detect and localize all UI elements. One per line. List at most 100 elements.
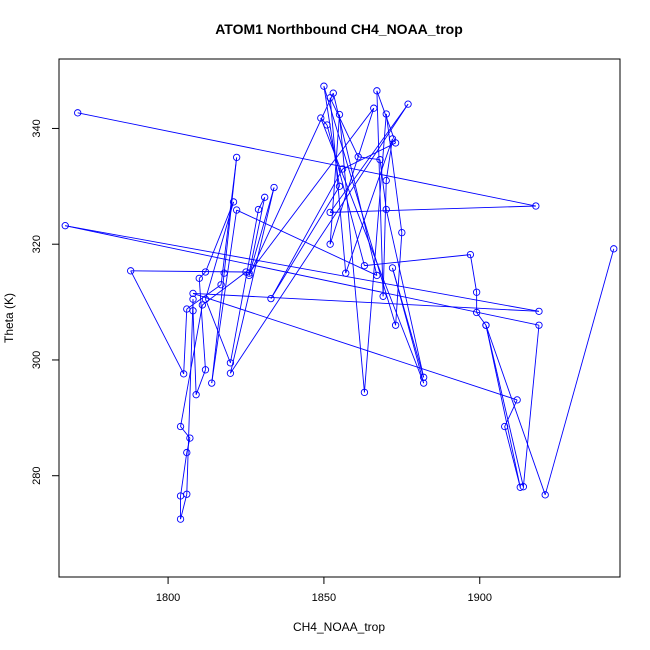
data-point: [180, 370, 188, 378]
series-segment: [469, 254, 478, 293]
data-point: [242, 268, 250, 276]
data-point: [186, 434, 194, 442]
data-point: [610, 245, 618, 253]
data-point: [472, 308, 481, 317]
data-point: [326, 208, 334, 217]
series-segment: [385, 113, 403, 233]
series-segment: [65, 225, 540, 312]
data-point: [541, 491, 549, 499]
plot-frame: [58, 58, 621, 578]
data-point: [335, 182, 344, 190]
data-point: [379, 292, 387, 300]
series-segment: [320, 117, 328, 126]
series-segment: [205, 201, 234, 273]
series-segment: [180, 452, 188, 497]
data-point: [317, 114, 325, 122]
data-point: [342, 269, 350, 277]
series-segment: [183, 309, 188, 374]
data-point: [267, 294, 275, 303]
data-point: [535, 307, 543, 315]
data-point: [472, 288, 481, 296]
data-point: [192, 391, 200, 399]
x-tick-label: 1900: [468, 592, 492, 604]
series-segment: [130, 270, 247, 273]
data-point: [516, 483, 524, 491]
data-point: [482, 321, 490, 329]
series-segment: [329, 97, 347, 274]
data-point: [338, 165, 347, 173]
series-segment: [485, 325, 546, 495]
data-point: [61, 222, 69, 230]
series-segment: [330, 205, 536, 213]
series-segment: [248, 107, 375, 274]
chart-title: ATOM1 Northbound CH4_NOAA_trop: [215, 21, 463, 37]
x-axis: 1800 1850 1900: [156, 577, 492, 604]
series-segment: [544, 248, 615, 495]
data-point: [270, 183, 278, 192]
series-segment: [329, 114, 340, 245]
data-point: [232, 206, 241, 214]
series-segment: [180, 304, 203, 427]
data-point: [354, 153, 362, 161]
data-point: [419, 373, 428, 381]
series-segment: [186, 299, 194, 495]
data-point: [176, 422, 185, 431]
series-segment: [65, 225, 540, 326]
data-point: [360, 388, 369, 397]
series-segment: [382, 180, 387, 297]
series-segment: [192, 292, 539, 312]
series-segment: [220, 157, 238, 285]
data-point: [189, 307, 197, 315]
data-point: [195, 274, 203, 283]
data-point: [220, 269, 228, 277]
series-segment: [248, 92, 334, 276]
data-point: [198, 301, 207, 309]
series-segment: [376, 90, 384, 297]
series-segment: [320, 117, 425, 384]
y-tick-label: 340: [31, 119, 43, 137]
series-segment: [192, 292, 518, 401]
data-point: [501, 422, 509, 431]
series-segment: [192, 310, 197, 395]
data-point: [201, 295, 210, 303]
series-segment: [77, 112, 536, 207]
data-point: [208, 379, 216, 387]
series-segment: [326, 124, 365, 266]
data-point: [189, 295, 197, 303]
data-point: [360, 261, 369, 270]
series-segment: [248, 187, 275, 276]
data-point: [382, 205, 390, 214]
series-segment: [339, 114, 365, 393]
series-segment: [395, 232, 403, 326]
series-segment: [198, 278, 206, 370]
series-segment: [211, 273, 225, 384]
series-segment: [364, 254, 471, 267]
series-segment: [211, 209, 238, 384]
series-segment: [258, 197, 266, 210]
data-point: [532, 202, 540, 210]
series-segment: [342, 142, 396, 170]
series-segment: [345, 138, 393, 274]
data-point: [320, 82, 328, 90]
data-point: [513, 396, 521, 404]
series-segment: [205, 299, 231, 364]
data-point: [373, 87, 381, 95]
series-segment: [329, 108, 375, 245]
data-point: [370, 104, 378, 112]
data-point: [323, 121, 331, 129]
x-tick-label: 1800: [156, 592, 180, 604]
data-point: [376, 156, 384, 164]
series-lines: [65, 86, 615, 520]
data-point: [201, 268, 210, 276]
series-segment: [202, 271, 247, 306]
y-tick-label: 280: [31, 467, 43, 485]
data-point: [388, 264, 397, 272]
data-point: [382, 176, 390, 185]
y-tick-label: 300: [31, 351, 43, 369]
data-point: [217, 281, 225, 289]
series-segment: [392, 267, 425, 384]
data-point: [245, 269, 253, 277]
series-segment: [522, 325, 540, 487]
series-segment: [379, 159, 387, 210]
x-tick-label: 1850: [312, 592, 336, 604]
